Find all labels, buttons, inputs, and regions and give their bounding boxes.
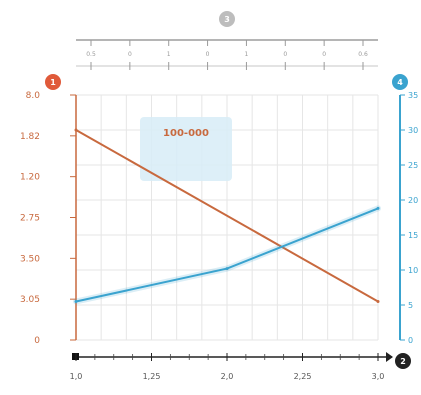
right-tick-label: 30 — [408, 126, 418, 135]
bottom-tick-label: 2,0 — [221, 372, 234, 381]
top-tick-label: 0 — [128, 51, 132, 58]
right-tick-label: 20 — [408, 196, 418, 205]
left-badge-label: 1 — [50, 78, 56, 87]
series-group — [73, 128, 381, 305]
right-tick-label: 0 — [408, 336, 413, 345]
right-tick-label: 15 — [408, 231, 418, 240]
left-tick-label: 1.20 — [20, 173, 40, 183]
left-tick-label: 3.05 — [20, 295, 40, 305]
bottom-axis: 1,0 1,25 2,0 2,25 3,0 2 — [70, 352, 411, 381]
bottom-axis-arrow — [386, 352, 393, 362]
top-tick-label: 0 — [206, 51, 210, 58]
series-2-point — [74, 300, 78, 303]
bottom-tick-label: 1,25 — [143, 372, 161, 381]
series-1-line — [75, 129, 379, 303]
series-1-point — [376, 300, 380, 303]
annotation-box — [140, 117, 232, 181]
left-tick-label: 3.50 — [20, 254, 40, 264]
right-ticks: 0 5 10 15 20 25 30 35 — [400, 91, 418, 345]
top-tick-label: 1 — [245, 51, 249, 58]
top-badge — [219, 11, 235, 27]
bottom-tick-label: 3,0 — [372, 372, 385, 381]
top-badge-label: 3 — [224, 15, 230, 24]
series-2-point — [225, 267, 229, 271]
top-tick-label: 1 — [167, 51, 171, 58]
bottom-tick-label: 1,0 — [70, 372, 83, 381]
top-tick-label: 0 — [322, 51, 326, 58]
left-tick-label: 1.82 — [20, 132, 40, 142]
bottom-badge — [395, 353, 411, 369]
top-tick-label: 0.5 — [86, 51, 96, 58]
left-tick-label: 2.75 — [20, 214, 40, 224]
right-axis: 0 5 10 15 20 25 30 35 4 — [392, 74, 418, 345]
series-1-point — [74, 128, 78, 132]
right-badge — [392, 74, 408, 90]
top-axis: 0.5 0 1 0 1 0 0 0.6 3 — [76, 11, 378, 70]
left-ticks: 0 3.05 3.50 2.75 1.20 1.82 8.0 — [20, 91, 76, 346]
top-tick-label: 0 — [283, 51, 287, 58]
right-badge-label: 4 — [397, 78, 403, 87]
left-tick-label: 8.0 — [26, 91, 41, 101]
bottom-badge-label: 2 — [400, 357, 406, 366]
annotation: 100-000 — [140, 117, 232, 181]
series-2-point — [376, 206, 380, 210]
right-tick-label: 5 — [408, 301, 413, 310]
right-tick-label: 25 — [408, 161, 418, 170]
left-axis: 0 3.05 3.50 2.75 1.20 1.82 8.0 1 — [20, 74, 77, 346]
right-tick-label: 35 — [408, 91, 418, 100]
top-tick-label: 0.6 — [358, 51, 368, 58]
annotation-label: 100-000 — [163, 128, 209, 139]
left-badge — [45, 74, 61, 90]
bottom-ticks: 1,0 1,25 2,0 2,25 3,0 — [70, 353, 385, 381]
top-ticks: 0.5 0 1 0 1 0 0 0.6 — [86, 40, 368, 70]
right-tick-label: 10 — [408, 266, 418, 275]
left-tick-label: 0 — [34, 336, 40, 346]
bottom-tick-label: 2,25 — [294, 372, 312, 381]
